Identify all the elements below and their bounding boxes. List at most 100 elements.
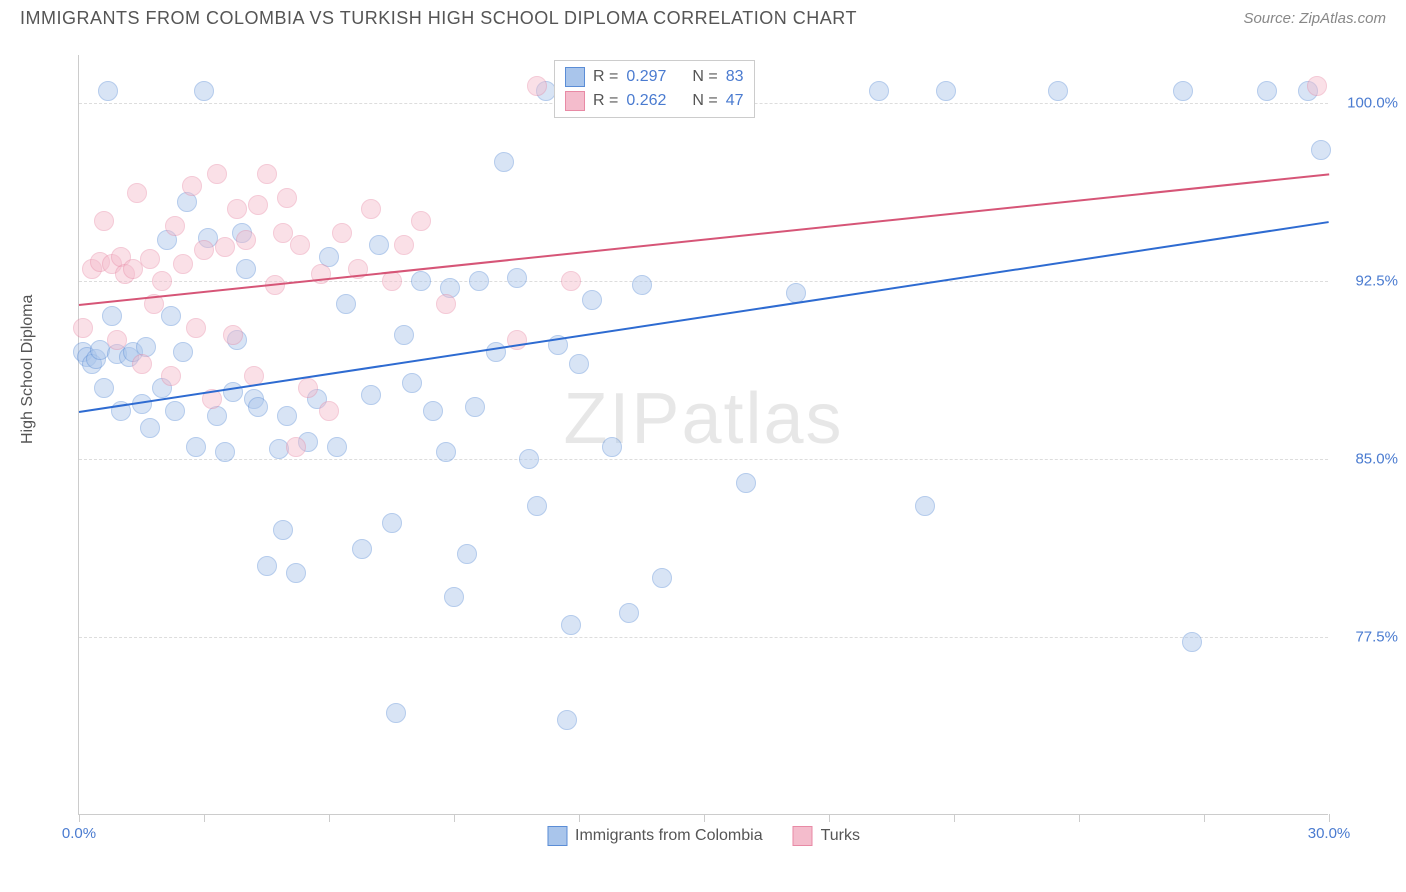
scatter-point bbox=[277, 188, 297, 208]
scatter-point bbox=[619, 603, 639, 623]
scatter-point bbox=[936, 81, 956, 101]
scatter-point bbox=[165, 401, 185, 421]
scatter-point bbox=[223, 382, 243, 402]
scatter-point bbox=[127, 183, 147, 203]
scatter-point bbox=[107, 330, 127, 350]
scatter-point bbox=[319, 401, 339, 421]
x-tick bbox=[1204, 814, 1205, 822]
series-legend: Immigrants from Colombia Turks bbox=[547, 826, 860, 846]
legend-swatch bbox=[793, 826, 813, 846]
scatter-point bbox=[186, 318, 206, 338]
scatter-point bbox=[257, 556, 277, 576]
scatter-point bbox=[507, 268, 527, 288]
scatter-point bbox=[652, 568, 672, 588]
scatter-point bbox=[527, 496, 547, 516]
scatter-point bbox=[186, 437, 206, 457]
scatter-point bbox=[369, 235, 389, 255]
scatter-point bbox=[132, 354, 152, 374]
legend-r-label: R = bbox=[593, 68, 618, 86]
scatter-point bbox=[102, 306, 122, 326]
scatter-point bbox=[869, 81, 889, 101]
scatter-point bbox=[386, 703, 406, 723]
stats-legend: R = 0.297N = 83R = 0.262N = 47 bbox=[554, 60, 755, 118]
scatter-point bbox=[336, 294, 356, 314]
scatter-point bbox=[273, 520, 293, 540]
x-tick bbox=[954, 814, 955, 822]
scatter-point bbox=[736, 473, 756, 493]
scatter-point bbox=[215, 237, 235, 257]
scatter-point bbox=[140, 249, 160, 269]
scatter-point bbox=[165, 216, 185, 236]
y-tick-label: 85.0% bbox=[1355, 450, 1398, 467]
scatter-point bbox=[602, 437, 622, 457]
scatter-point bbox=[152, 271, 172, 291]
scatter-point bbox=[248, 397, 268, 417]
scatter-point bbox=[352, 539, 372, 559]
scatter-point bbox=[327, 437, 347, 457]
scatter-point bbox=[207, 164, 227, 184]
scatter-point bbox=[290, 235, 310, 255]
scatter-point bbox=[465, 397, 485, 417]
scatter-point bbox=[332, 223, 352, 243]
legend-item: Immigrants from Colombia bbox=[547, 826, 763, 846]
scatter-point bbox=[194, 81, 214, 101]
scatter-point bbox=[486, 342, 506, 362]
x-tick bbox=[579, 814, 580, 822]
scatter-point bbox=[140, 418, 160, 438]
scatter-point bbox=[382, 513, 402, 533]
scatter-point bbox=[1311, 140, 1331, 160]
x-tick bbox=[329, 814, 330, 822]
scatter-point bbox=[402, 373, 422, 393]
scatter-point bbox=[257, 164, 277, 184]
scatter-point bbox=[411, 211, 431, 231]
legend-item: Turks bbox=[793, 826, 860, 846]
scatter-point bbox=[786, 283, 806, 303]
scatter-point bbox=[215, 442, 235, 462]
scatter-point bbox=[1048, 81, 1068, 101]
scatter-point bbox=[248, 195, 268, 215]
scatter-point bbox=[394, 325, 414, 345]
scatter-point bbox=[361, 199, 381, 219]
chart-title: IMMIGRANTS FROM COLOMBIA VS TURKISH HIGH… bbox=[20, 8, 857, 29]
chart-container: High School Diploma ZIPatlas 77.5%85.0%9… bbox=[48, 55, 1388, 847]
scatter-point bbox=[436, 442, 456, 462]
legend-n-label: N = bbox=[692, 92, 717, 110]
trend-line bbox=[79, 221, 1329, 413]
x-tick bbox=[204, 814, 205, 822]
legend-r-value: 0.262 bbox=[626, 92, 666, 110]
scatter-point bbox=[411, 271, 431, 291]
source-label: Source: ZipAtlas.com bbox=[1243, 10, 1386, 27]
x-tick-label: 30.0% bbox=[1308, 825, 1351, 842]
scatter-point bbox=[94, 211, 114, 231]
x-tick-label: 0.0% bbox=[62, 825, 96, 842]
legend-row: R = 0.297N = 83 bbox=[565, 65, 744, 89]
scatter-point bbox=[1257, 81, 1277, 101]
legend-n-label: N = bbox=[692, 68, 717, 86]
y-axis-label: High School Diploma bbox=[19, 295, 37, 444]
scatter-point bbox=[569, 354, 589, 374]
y-tick-label: 77.5% bbox=[1355, 628, 1398, 645]
y-tick-label: 92.5% bbox=[1355, 272, 1398, 289]
scatter-point bbox=[457, 544, 477, 564]
scatter-point bbox=[161, 306, 181, 326]
x-tick bbox=[1329, 814, 1330, 822]
scatter-point bbox=[444, 587, 464, 607]
scatter-point bbox=[557, 710, 577, 730]
scatter-point bbox=[423, 401, 443, 421]
scatter-point bbox=[194, 240, 214, 260]
scatter-point bbox=[298, 378, 318, 398]
legend-r-label: R = bbox=[593, 92, 618, 110]
scatter-point bbox=[1182, 632, 1202, 652]
scatter-point bbox=[173, 342, 193, 362]
scatter-point bbox=[527, 76, 547, 96]
scatter-point bbox=[277, 406, 297, 426]
scatter-point bbox=[236, 230, 256, 250]
legend-row: R = 0.262N = 47 bbox=[565, 89, 744, 113]
gridline bbox=[79, 459, 1328, 460]
scatter-point bbox=[561, 271, 581, 291]
legend-swatch bbox=[547, 826, 567, 846]
scatter-point bbox=[361, 385, 381, 405]
scatter-point bbox=[223, 325, 243, 345]
scatter-point bbox=[173, 254, 193, 274]
scatter-point bbox=[98, 81, 118, 101]
